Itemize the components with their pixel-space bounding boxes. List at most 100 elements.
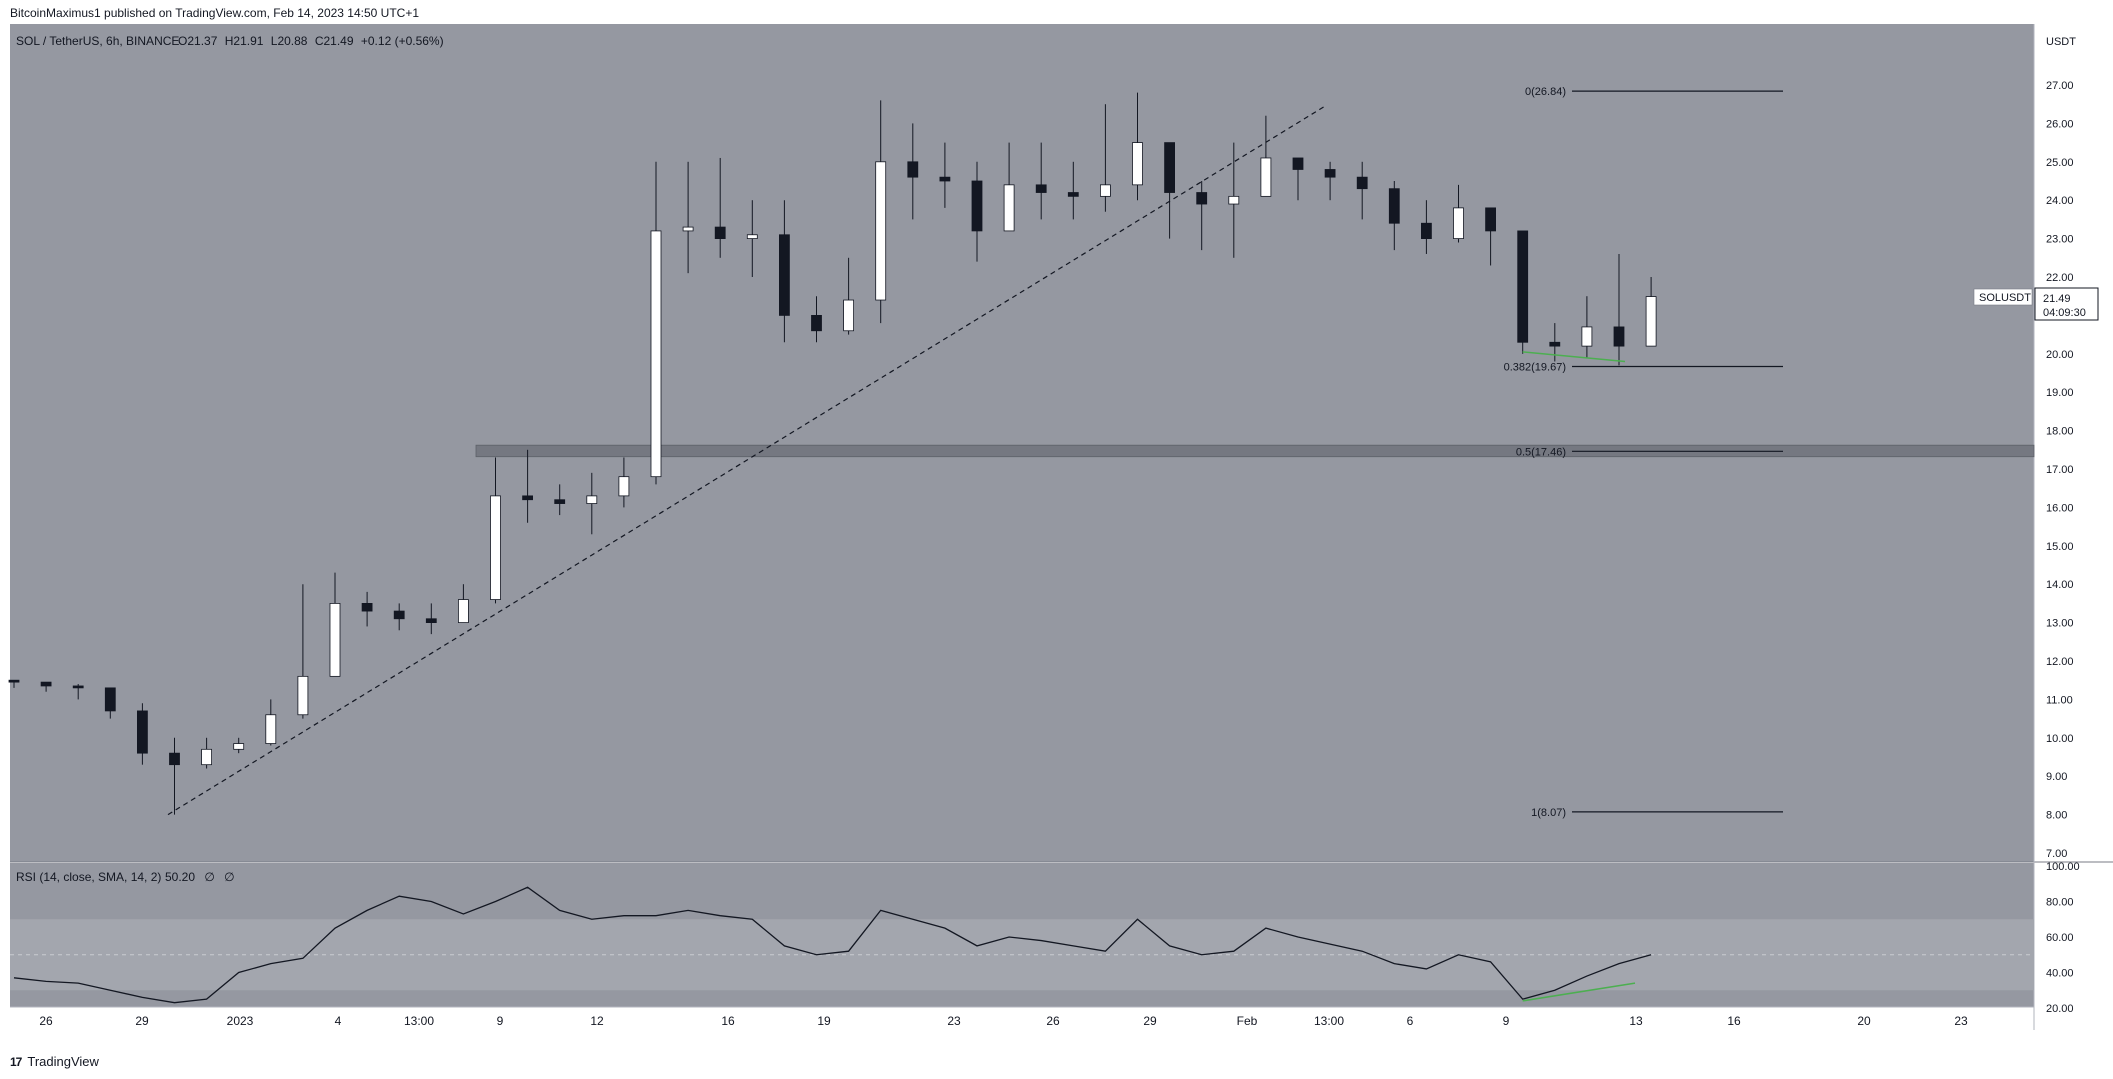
time-tick-label: 2023 — [227, 1014, 254, 1028]
fib-level-label: 0(26.84) — [1525, 86, 1566, 98]
legend-o-label: O — [178, 34, 187, 48]
candle-body — [1549, 341, 1561, 347]
time-tick-label: 26 — [1046, 1014, 1060, 1028]
time-tick-label: 4 — [335, 1014, 342, 1028]
time-tick-label: 29 — [1143, 1014, 1157, 1028]
candle-body — [1453, 207, 1464, 240]
candle-body — [1645, 296, 1657, 347]
rsi-tick-label: 80.00 — [2046, 897, 2074, 909]
candle-body — [746, 234, 758, 239]
price-tick-label: 16.00 — [2046, 502, 2074, 514]
candle-body — [1421, 222, 1432, 240]
candle-body — [1035, 184, 1047, 193]
price-tick-label: 18.00 — [2046, 426, 2074, 438]
candle-body — [907, 161, 919, 178]
price-tick-label: 17.00 — [2046, 464, 2074, 476]
rsi-legend-extra-2: ∅ — [224, 870, 234, 884]
time-tick-label: 26 — [39, 1014, 53, 1028]
rsi-legend-label: RSI (14, close, SMA, 14, 2) — [16, 870, 161, 884]
legend-c-value: 21.49 — [324, 34, 354, 48]
candle-body — [1196, 192, 1208, 205]
candle-body — [1067, 192, 1079, 197]
candle-body — [72, 685, 84, 689]
price-axis-bg — [2034, 24, 2113, 1030]
support-zone — [475, 444, 2035, 458]
time-tick-label: 23 — [947, 1014, 961, 1028]
candle-body — [425, 618, 437, 624]
legend-symbol: SOL / TetherUS, 6h, BINANCE — [16, 34, 179, 48]
rsi-divergence-line[interactable] — [1522, 982, 1636, 1002]
legend-c-label: C — [315, 34, 324, 48]
candle-body — [682, 226, 694, 232]
legend-h-value: 21.91 — [233, 34, 263, 48]
rsi-legend-extra-1: ∅ — [204, 870, 214, 884]
price-tag: SOLUSDT 21.49 04:09:30 — [1973, 287, 2099, 321]
price-tick-label: 27.00 — [2046, 80, 2074, 92]
price-tick-label: 23.00 — [2046, 234, 2074, 246]
candle-body — [265, 714, 277, 744]
price-tick-label: 20.00 — [2046, 349, 2074, 361]
time-tick-label: 9 — [1503, 1014, 1510, 1028]
price-tick-label: 13.00 — [2046, 618, 2074, 630]
support-zone-rect — [475, 444, 2035, 458]
price-chart[interactable]: 0(26.84) 0.382(19.67) 0.5(17.46) 1(8.07) SO… — [0, 24, 2113, 1054]
candle-body — [811, 314, 822, 332]
price-tag-symbol-box — [1973, 288, 2033, 306]
time-axis-bg — [10, 1007, 2034, 1031]
price-axis-ticks: 27.0026.0025.0024.0023.0022.0021.0020.00… — [2046, 80, 2074, 860]
price-tick-label: 26.00 — [2046, 118, 2074, 130]
candle-body — [779, 234, 790, 316]
time-tick-label: 20 — [1857, 1014, 1871, 1028]
ascending-trendline[interactable] — [167, 105, 1326, 816]
price-tick-label: 12.00 — [2046, 656, 2074, 668]
time-tick-label: 13:00 — [404, 1014, 434, 1028]
candle-body — [714, 226, 726, 240]
price-tick-label: 15.00 — [2046, 541, 2074, 553]
rsi-bands — [10, 919, 2034, 991]
candle-body — [1613, 326, 1625, 347]
price-divergence-line[interactable] — [1522, 351, 1626, 363]
candle-body — [457, 599, 469, 623]
legend-o-value: 21.37 — [187, 34, 217, 48]
candle-body — [1485, 207, 1496, 232]
footer: 17 TradingView — [10, 1054, 99, 1069]
price-tick-label: 19.00 — [2046, 387, 2074, 399]
candlestick-series — [8, 92, 1657, 815]
legend-h-label: H — [225, 34, 234, 48]
time-axis-ticks: 26 29 2023 4 13:00 9 12 16 19 23 26 29 Feb 13:00 6 9 13 1… — [39, 1014, 1968, 1028]
candle-body — [1228, 195, 1240, 205]
candle-body — [297, 675, 309, 716]
candle-body — [939, 176, 951, 182]
legend-l-value: 20.88 — [277, 34, 307, 48]
rsi-legend-number: 50.20 — [165, 870, 195, 884]
rsi-line-series — [13, 886, 1652, 1004]
candle-body — [136, 710, 148, 754]
fibonacci-levels: 0(26.84) 0.382(19.67) 0.5(17.46) 1(8.07) — [1504, 86, 1783, 819]
candle-body — [1132, 142, 1143, 186]
candle-body — [971, 180, 983, 232]
candle-body — [1260, 157, 1272, 197]
price-tick-label: 24.00 — [2046, 195, 2074, 207]
candle-body — [104, 687, 116, 712]
legend-ohlc: O21.37 H21.91 L20.88 C21.49 +0.12 (+0.56… — [178, 34, 444, 48]
legend-change: +0.12 (+0.56%) — [361, 34, 444, 48]
price-tick-label: 22.00 — [2046, 272, 2074, 284]
time-tick-label: 16 — [721, 1014, 735, 1028]
candle-body — [1100, 184, 1111, 197]
price-tick-label: 7.00 — [2046, 848, 2067, 860]
fib-level-label: 0.382(19.67) — [1504, 361, 1566, 373]
candle-body — [650, 230, 662, 478]
candle-body — [586, 495, 598, 504]
price-tick-label: 9.00 — [2046, 771, 2067, 783]
time-tick-label: 29 — [135, 1014, 149, 1028]
time-tick-label: 12 — [590, 1014, 604, 1028]
price-axis-currency: USDT — [2046, 36, 2076, 48]
candle-body — [522, 495, 533, 501]
price-pane-bg — [10, 24, 2034, 862]
publish-header: BitcoinMaximus1 published on TradingView… — [10, 6, 420, 20]
candle-body — [201, 748, 213, 766]
candle-body — [393, 610, 405, 620]
time-tick-label: 23 — [1954, 1014, 1968, 1028]
tradingview-logo-icon: 17 — [10, 1054, 22, 1069]
